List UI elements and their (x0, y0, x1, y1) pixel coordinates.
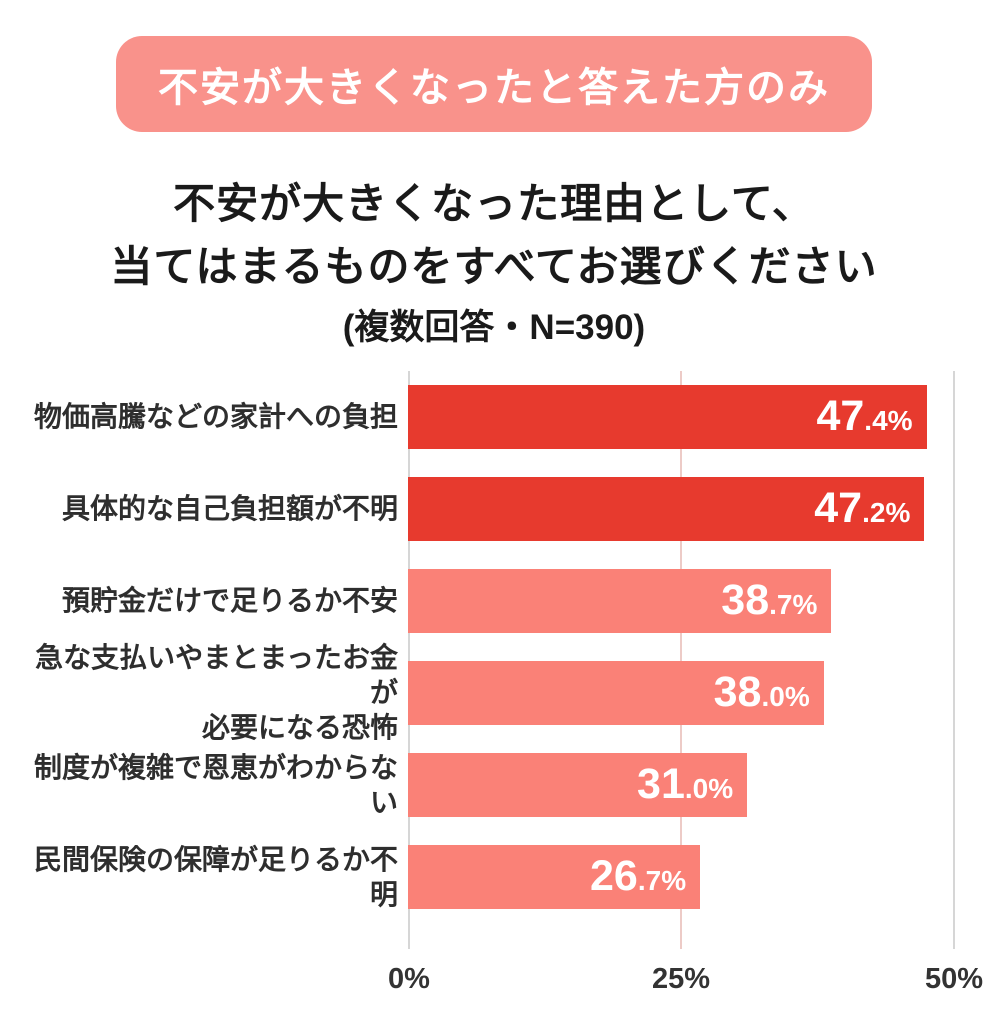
category-label: 制度が複雑で恩恵がわからない (33, 751, 398, 818)
bar-sudden-payment-fear: 38.0% (408, 660, 824, 725)
bar-chart: 物価高騰などの家計への負担 具体的な自己負担額が不明 預貯金だけで足りるか不安 … (0, 370, 988, 1011)
bar-row: 38.7% (408, 555, 955, 647)
value-label: 47.4% (816, 392, 913, 440)
bar-row: 47.2% (408, 463, 955, 555)
category-label: 預貯金だけで足りるか不安 (61, 585, 398, 616)
header: 不安が大きくなったと答えた方のみ (0, 0, 988, 132)
x-axis: 0% 25% 50% (388, 962, 983, 1003)
bar-row: 26.7% (408, 831, 955, 923)
bar-row: 38.0% (408, 647, 955, 739)
x-tick-0: 0% (388, 962, 430, 995)
category-label: 物価高騰などの家計への負担 (33, 401, 398, 432)
bar-private-insurance: 26.7% (408, 844, 701, 909)
value-label: 47.2% (814, 484, 911, 532)
bar-row: 47.4% (408, 371, 955, 463)
gridline-0pct (408, 370, 410, 949)
value-label: 26.7% (590, 852, 687, 900)
title-line-2: 当てはまるものをすべてお選びください (110, 243, 878, 290)
value-label: 38.7% (721, 576, 818, 624)
x-tick-50: 50% (924, 962, 984, 995)
category-label: 民間保険の保障が足りるか不明 (33, 843, 398, 910)
audience-badge: 不安が大きくなったと答えた方のみ (116, 36, 872, 132)
bar-unknown-self-pay: 47.2% (408, 476, 925, 541)
plot-area: 47.4% 47.2% 38.7% 38.0% 31.0% 26.7% (388, 370, 983, 1011)
x-tick-25: 25% (651, 962, 711, 995)
category-labels: 物価高騰などの家計への負担 具体的な自己負担額が不明 預貯金だけで足りるか不安 … (10, 371, 408, 1011)
gridline-50pct (953, 370, 955, 949)
value-label: 38.0% (713, 668, 810, 716)
bar-household-burden: 47.4% (408, 384, 927, 449)
page-title: 不安が大きくなった理由として、 当てはまるものをすべてお選びください (複数回答… (0, 172, 988, 355)
bar-complex-system: 31.0% (408, 752, 748, 817)
category-label: 急な支払いやまとまったお金が 必要になる恐怖 (35, 642, 398, 743)
gridline-25pct (680, 370, 682, 949)
bar-row: 31.0% (408, 739, 955, 831)
title-sample-note: (複数回答・N=390) (342, 308, 646, 347)
title-line-1: 不安が大きくなった理由として、 (173, 180, 815, 227)
value-label: 31.0% (637, 760, 734, 808)
bar-savings-anxiety: 38.7% (408, 568, 832, 633)
category-label: 具体的な自己負担額が不明 (61, 493, 398, 524)
